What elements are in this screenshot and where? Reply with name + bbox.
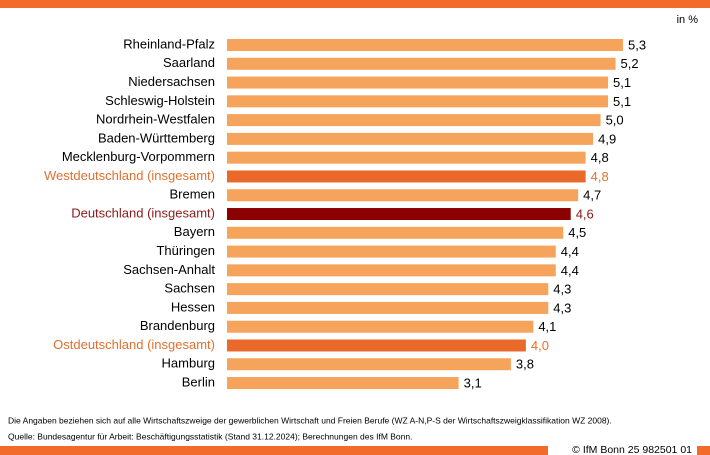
value-label: 3,8 [516,357,534,372]
category-label: Berlin [182,374,215,389]
bar [227,170,586,183]
category-label: Saarland [163,55,215,70]
bar [227,283,549,296]
bar [227,39,623,51]
unit-label: in % [677,14,699,26]
bar [227,264,556,277]
bottom-band [697,446,710,455]
category-label: Thüringen [156,243,215,258]
category-label: Schleswig-Holstein [105,93,215,108]
value-label: 4,4 [561,244,579,259]
bar [227,320,534,333]
value-label: 5,1 [613,75,631,90]
category-label: Mecklenburg-Vorpommern [62,149,215,164]
bar [227,377,459,390]
value-label: 5,3 [628,37,646,52]
category-label: Brandenburg [140,318,215,333]
category-label: Sachsen [164,281,215,296]
bar [227,151,586,164]
bar [227,208,571,221]
value-label: 4,3 [553,282,571,297]
category-label: Deutschland (insgesamt) [71,205,215,220]
category-label: Rheinland-Pfalz [123,36,215,51]
category-label: Westdeutschland (insgesamt) [44,168,215,183]
copyright: © IfM Bonn 25 982501 01 [572,444,692,455]
category-label: Bayern [174,224,215,239]
value-label: 5,2 [621,56,639,71]
value-label: 4,7 [583,188,601,203]
category-label: Niedersachsen [128,74,215,89]
bar [227,95,609,108]
note: Die Angaben beziehen sich auf alle Wirts… [8,415,612,425]
category-label: Hessen [171,299,215,314]
bottom-band [0,446,548,455]
category-label: Ostdeutschland (insgesamt) [53,337,215,352]
value-label: 5,1 [613,94,631,109]
category-label: Sachsen-Anhalt [123,262,215,277]
value-label: 4,0 [531,338,549,353]
category-label: Nordrhein-Westfalen [96,112,215,127]
bar [227,226,564,239]
bar [227,358,511,371]
value-label: 4,8 [591,169,609,184]
value-label: 4,1 [538,319,556,334]
bar [227,189,579,202]
value-label: 4,8 [591,150,609,165]
value-label: 5,0 [606,113,624,128]
category-label: Hamburg [162,356,215,371]
value-label: 4,3 [553,300,571,315]
bar [227,132,594,145]
bar [227,76,609,89]
bar [227,245,556,258]
value-label: 4,5 [568,225,586,240]
value-label: 3,1 [464,375,482,390]
top-band [0,0,710,8]
value-label: 4,4 [561,263,579,278]
category-label: Bremen [169,187,215,202]
bar [227,114,601,127]
bar [227,301,549,314]
value-label: 4,9 [598,131,616,146]
value-label: 4,6 [576,206,594,221]
bar [227,57,616,70]
bar [227,339,526,352]
note: Quelle: Bundesagentur für Arbeit: Beschä… [8,431,412,441]
category-label: Baden-Württemberg [98,130,215,145]
